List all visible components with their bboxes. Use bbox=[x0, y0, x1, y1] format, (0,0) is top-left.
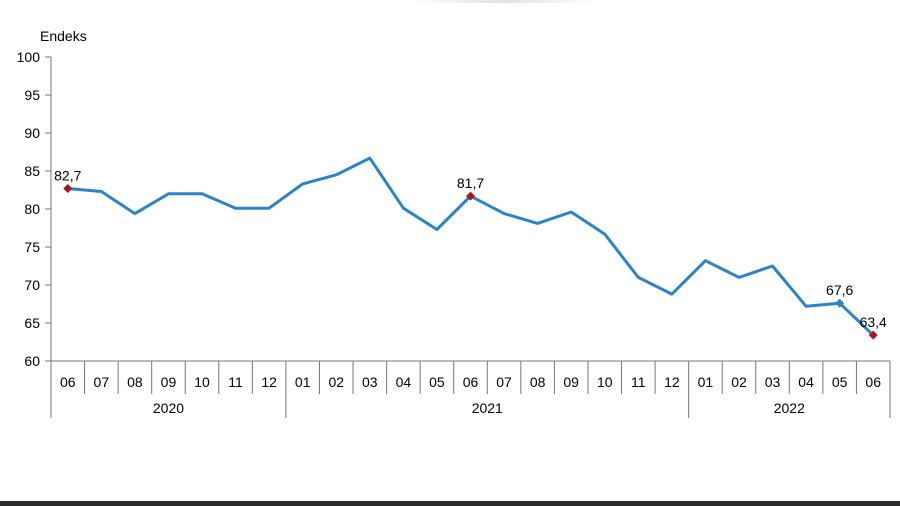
y-tick-label: 60 bbox=[24, 353, 40, 369]
x-tick-label: 01 bbox=[295, 374, 311, 390]
x-tick-label: 10 bbox=[597, 374, 613, 390]
y-tick-label: 75 bbox=[24, 239, 40, 255]
year-label: 2020 bbox=[153, 400, 184, 416]
y-tick-label: 70 bbox=[24, 277, 40, 293]
x-tick-label: 03 bbox=[362, 374, 378, 390]
y-tick-label: 85 bbox=[24, 163, 40, 179]
x-tick-label: 11 bbox=[228, 374, 243, 390]
data-point-marker bbox=[63, 183, 73, 193]
year-label: 2022 bbox=[774, 400, 805, 416]
x-tick-label: 02 bbox=[328, 374, 344, 390]
x-tick-label: 08 bbox=[530, 374, 546, 390]
data-label: 67,6 bbox=[826, 282, 853, 298]
top-edge-shadow bbox=[410, 0, 600, 3]
x-tick-label: 04 bbox=[798, 374, 814, 390]
x-tick-label: 02 bbox=[731, 374, 747, 390]
year-label: 2021 bbox=[472, 400, 503, 416]
x-tick-label: 06 bbox=[60, 374, 76, 390]
x-tick-label: 08 bbox=[127, 374, 143, 390]
data-label: 82,7 bbox=[54, 167, 81, 183]
x-tick-label: 07 bbox=[496, 374, 512, 390]
x-tick-label: 12 bbox=[261, 374, 277, 390]
y-tick-label: 80 bbox=[24, 201, 40, 217]
y-axis-label: Endeks bbox=[40, 28, 87, 44]
y-tick-label: 95 bbox=[24, 87, 40, 103]
y-tick-label: 100 bbox=[17, 49, 41, 65]
x-tick-label: 12 bbox=[664, 374, 680, 390]
x-tick-label: 10 bbox=[194, 374, 210, 390]
x-tick-label: 06 bbox=[865, 374, 881, 390]
bottom-border bbox=[0, 501, 900, 506]
x-tick-label: 09 bbox=[563, 374, 579, 390]
x-tick-label: 04 bbox=[396, 374, 412, 390]
x-tick-label: 05 bbox=[832, 374, 848, 390]
y-axis: 60 65 70 75 80 85 90 95 100 bbox=[17, 49, 52, 369]
x-tick-label: 05 bbox=[429, 374, 445, 390]
x-axis: 06 07 08 09 10 11 12 01 02 03 04 05 06 07 08 09 10 11 12 01… bbox=[50, 360, 891, 418]
x-tick-label: 11 bbox=[631, 374, 646, 390]
x-tick-label: 03 bbox=[765, 374, 781, 390]
data-label: 81,7 bbox=[457, 175, 484, 191]
x-tick-label: 01 bbox=[698, 374, 714, 390]
y-tick-label: 90 bbox=[24, 125, 40, 141]
x-tick-label: 07 bbox=[94, 374, 110, 390]
data-labels: 82,7 81,7 67,6 63,4 bbox=[54, 167, 887, 340]
x-tick-label: 09 bbox=[161, 374, 177, 390]
data-point-marker bbox=[466, 191, 475, 201]
data-point-marker bbox=[835, 298, 845, 308]
data-point-marker bbox=[868, 330, 878, 340]
y-tick-label: 65 bbox=[24, 315, 40, 331]
data-label: 63,4 bbox=[860, 314, 887, 330]
x-tick-label: 06 bbox=[463, 374, 479, 390]
